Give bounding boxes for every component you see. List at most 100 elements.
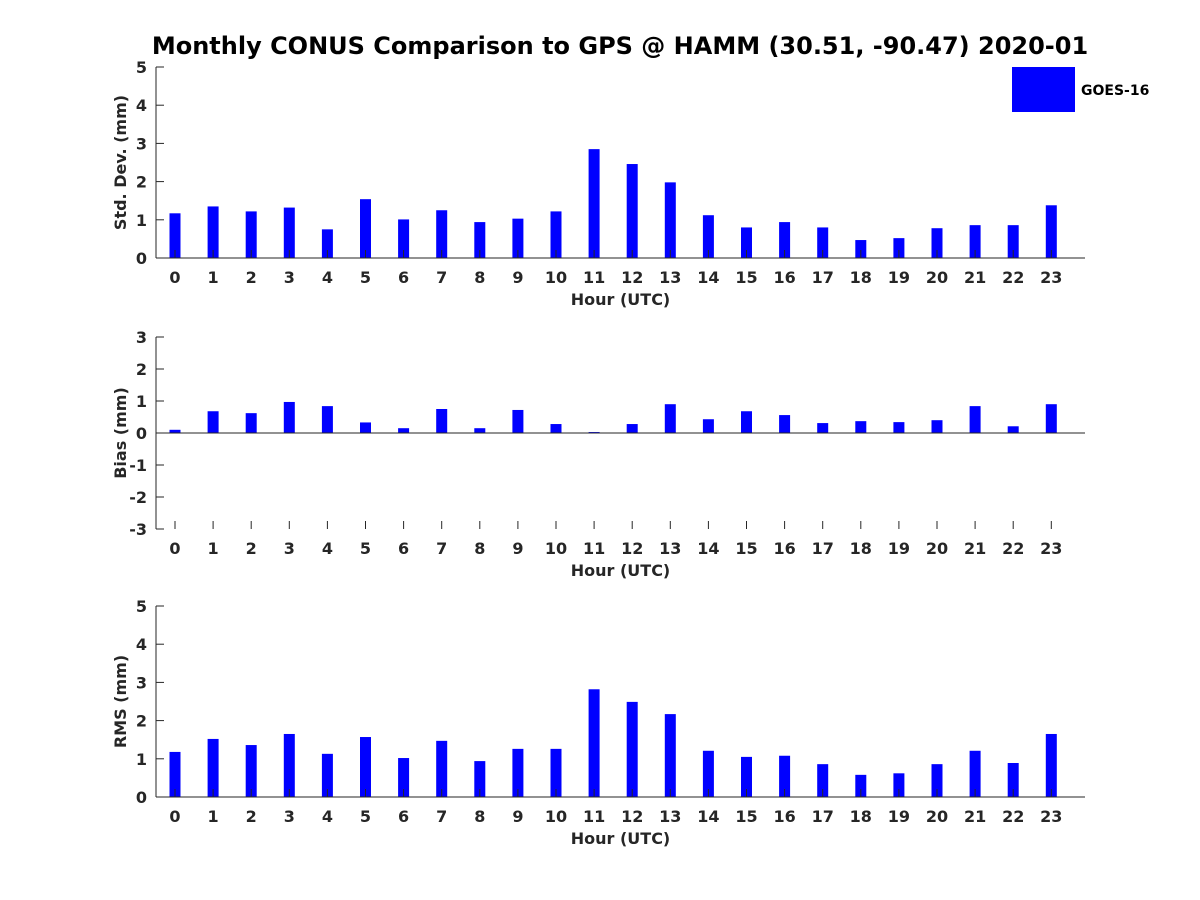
rms-ytick-label: 5 xyxy=(136,597,147,616)
rms-xtick-label: 10 xyxy=(545,807,567,826)
rms-bar-2 xyxy=(245,745,257,797)
bias-xtick-label: 9 xyxy=(512,539,523,558)
rms-xtick-label: 13 xyxy=(659,807,681,826)
bias-bar-17 xyxy=(817,423,829,433)
bias-bar-2 xyxy=(245,413,257,433)
std-xtick-label: 8 xyxy=(474,268,485,287)
rms-ytick-label: 0 xyxy=(136,788,147,807)
std-bar-19 xyxy=(893,238,905,258)
bias-bar-14 xyxy=(702,419,714,433)
rms-ytick-label: 3 xyxy=(136,673,147,692)
std-ytick-label: 1 xyxy=(136,211,147,230)
bias-ytick-label: 2 xyxy=(136,360,147,379)
std-xlabel: Hour (UTC) xyxy=(571,290,671,309)
bias-xtick-label: 15 xyxy=(735,539,757,558)
std-bar-6 xyxy=(398,219,410,258)
bias-xtick-label: 23 xyxy=(1040,539,1062,558)
rms-xtick-label: 1 xyxy=(208,807,219,826)
std-bar-9 xyxy=(512,218,524,258)
bias-xtick-label: 14 xyxy=(697,539,719,558)
rms-xtick-label: 15 xyxy=(735,807,757,826)
bias-bar-13 xyxy=(664,404,676,433)
std-xtick-label: 4 xyxy=(322,268,333,287)
rms-bar-22 xyxy=(1007,763,1019,797)
rms-bar-7 xyxy=(436,740,448,797)
std-bar-8 xyxy=(474,222,486,258)
rms-ytick-label: 4 xyxy=(136,635,147,654)
bias-ylabel: Bias (mm) xyxy=(111,387,130,479)
std-bar-11 xyxy=(588,149,600,258)
std-bar-12 xyxy=(626,164,638,258)
bias-xtick-label: 12 xyxy=(621,539,643,558)
bias-xlabel: Hour (UTC) xyxy=(571,561,671,580)
std-xtick-label: 23 xyxy=(1040,268,1062,287)
rms-xtick-label: 18 xyxy=(850,807,872,826)
bias-xtick-label: 16 xyxy=(773,539,795,558)
rms-xtick-label: 4 xyxy=(322,807,333,826)
bias-bar-10 xyxy=(550,424,562,433)
rms-xtick-label: 3 xyxy=(284,807,295,826)
std-bar-20 xyxy=(931,228,943,258)
std-xtick-label: 0 xyxy=(169,268,180,287)
rms-xtick-label: 12 xyxy=(621,807,643,826)
rms-xtick-label: 5 xyxy=(360,807,371,826)
rms-xtick-label: 9 xyxy=(512,807,523,826)
bias-bar-19 xyxy=(893,422,905,433)
rms-bar-18 xyxy=(855,774,867,797)
bias-ytick-label: 3 xyxy=(136,328,147,347)
bias-xtick-label: 19 xyxy=(888,539,910,558)
std-bar-13 xyxy=(664,182,676,258)
std-xtick-label: 13 xyxy=(659,268,681,287)
rms-xtick-label: 6 xyxy=(398,807,409,826)
std-ytick-label: 0 xyxy=(136,249,147,268)
std-xtick-label: 17 xyxy=(812,268,834,287)
std-bar-23 xyxy=(1045,205,1057,258)
bias-xtick-label: 2 xyxy=(246,539,257,558)
std-bar-15 xyxy=(741,227,752,258)
std-bar-10 xyxy=(550,211,562,258)
rms-bar-4 xyxy=(321,753,333,797)
std-xtick-label: 3 xyxy=(284,268,295,287)
bias-ytick-label: 1 xyxy=(136,392,147,411)
std-bar-18 xyxy=(855,240,867,258)
bias-bar-23 xyxy=(1045,404,1057,433)
bias-bar-1 xyxy=(207,411,219,433)
std-xtick-label: 19 xyxy=(888,268,910,287)
std-bar-5 xyxy=(360,199,371,258)
std-xtick-label: 14 xyxy=(697,268,719,287)
rms-xtick-label: 8 xyxy=(474,807,485,826)
bias-xtick-label: 8 xyxy=(474,539,485,558)
bias-bar-22 xyxy=(1007,426,1019,433)
bias-xtick-label: 5 xyxy=(360,539,371,558)
bias-ytick-label: -1 xyxy=(129,456,147,475)
std-ytick-label: 4 xyxy=(136,96,147,115)
rms-ytick-label: 2 xyxy=(136,712,147,731)
rms-bar-5 xyxy=(360,737,371,797)
bias-bar-4 xyxy=(321,406,333,433)
std-bar-16 xyxy=(779,222,791,258)
std-xtick-label: 21 xyxy=(964,268,986,287)
rms-ytick-label: 1 xyxy=(136,750,147,769)
bias-xtick-label: 0 xyxy=(169,539,180,558)
bias-xtick-label: 7 xyxy=(436,539,447,558)
rms-xtick-label: 0 xyxy=(169,807,180,826)
bias-xtick-label: 1 xyxy=(208,539,219,558)
rms-bar-13 xyxy=(664,714,676,797)
rms-xtick-label: 16 xyxy=(773,807,795,826)
bias-xtick-label: 17 xyxy=(812,539,834,558)
bias-ytick-label: -3 xyxy=(129,520,147,539)
std-xtick-label: 18 xyxy=(850,268,872,287)
bias-xtick-label: 18 xyxy=(850,539,872,558)
rms-bar-23 xyxy=(1045,733,1057,797)
std-xtick-label: 11 xyxy=(583,268,605,287)
rms-bar-16 xyxy=(779,755,791,797)
std-xtick-label: 2 xyxy=(246,268,257,287)
bias-bar-5 xyxy=(360,422,371,433)
bias-bar-15 xyxy=(741,411,752,433)
bias-bar-12 xyxy=(626,424,638,433)
std-xtick-label: 5 xyxy=(360,268,371,287)
std-ytick-label: 3 xyxy=(136,134,147,153)
std-bar-7 xyxy=(436,210,448,258)
